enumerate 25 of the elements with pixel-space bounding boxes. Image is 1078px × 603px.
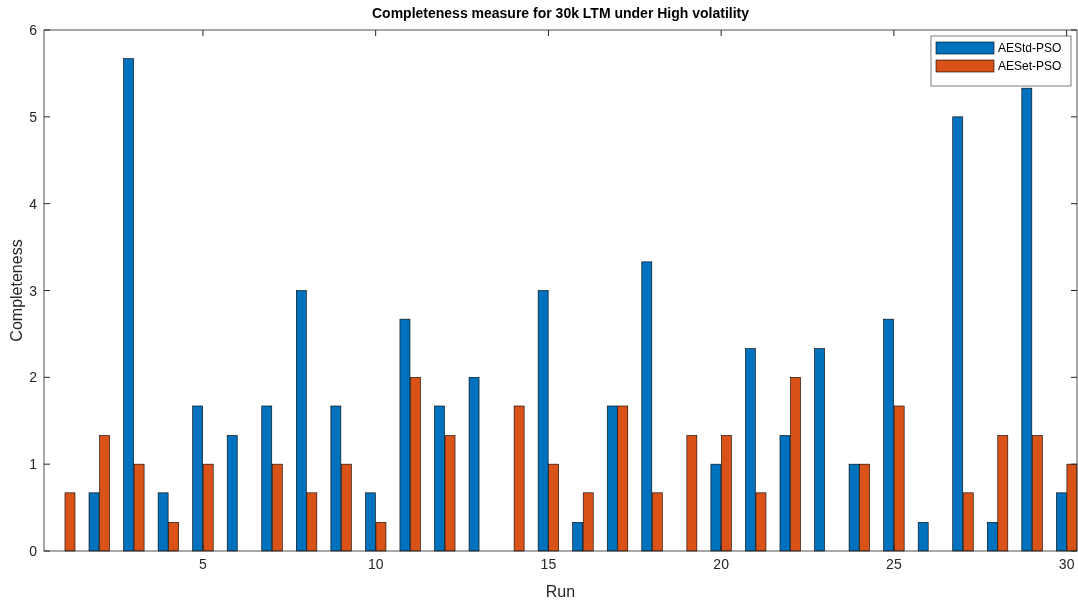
bar [513, 405, 525, 552]
x-tick-label: 10 [367, 556, 384, 572]
legend-label: AEStd-PSO [998, 41, 1062, 55]
y-axis-title: Completeness [8, 239, 25, 342]
bar [814, 348, 825, 552]
bar [917, 522, 929, 552]
bar [226, 435, 238, 552]
x-tick-label: 25 [886, 556, 902, 572]
x-axis-title: Run [545, 583, 576, 600]
bar [64, 492, 76, 552]
x-tick-label: 20 [713, 556, 730, 572]
x-tick-label: 30 [1058, 556, 1075, 572]
y-tick-label: 2 [29, 369, 38, 386]
x-tick-label: 5 [199, 556, 208, 572]
y-tick-label: 0 [29, 543, 38, 559]
bar [468, 377, 480, 552]
legend-label: AESet-PSO [998, 59, 1062, 73]
y-tick-label: 4 [29, 195, 38, 212]
chart-title: Completeness measure for 30k LTM under High volatility [371, 5, 750, 21]
y-tick-label: 6 [29, 22, 38, 38]
y-tick-label: 5 [29, 108, 38, 125]
bar [686, 435, 698, 552]
y-tick-label: 3 [29, 282, 38, 299]
x-tick-label: 15 [540, 556, 557, 572]
y-tick-label: 1 [29, 456, 38, 473]
